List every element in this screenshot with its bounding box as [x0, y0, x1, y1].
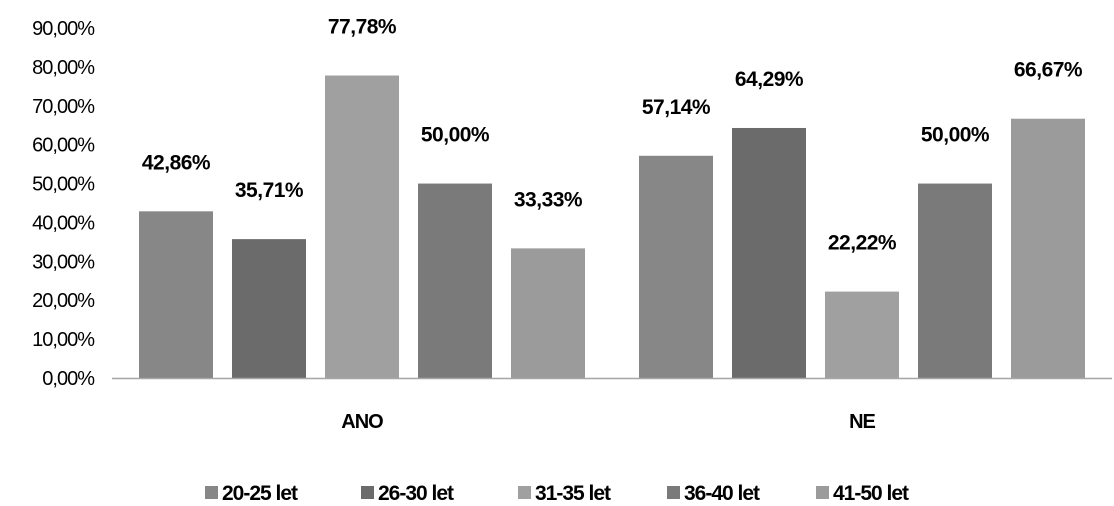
legend-label: 20-25 let: [222, 482, 298, 505]
data-label: 64,29%: [735, 68, 804, 91]
data-label: 66,67%: [1014, 59, 1083, 82]
legend-swatch: [816, 486, 829, 499]
bar: [639, 155, 713, 378]
y-tick-label: 60,00%: [32, 135, 95, 157]
data-label: 57,14%: [642, 96, 711, 119]
legend: 20-25 let 26-30 let 31-35 let 36-40 let 41-5…: [205, 482, 910, 505]
y-tick-label: 70,00%: [32, 96, 95, 118]
legend-swatch: [205, 486, 218, 499]
legend-swatch: [667, 486, 680, 499]
data-label: 33,33%: [514, 188, 583, 211]
legend-item: 41-50 let: [816, 482, 910, 505]
data-labels: 42,86% 35,71% 77,78% 50,00% 33,33% 57,14% 64,2…: [142, 16, 1084, 255]
legend-item: 20-25 let: [205, 482, 299, 505]
legend-swatch: [518, 486, 531, 499]
bar: [232, 239, 306, 378]
data-label: 50,00%: [921, 124, 990, 147]
data-label: 22,22%: [828, 232, 897, 255]
bar: [139, 211, 213, 378]
bar: [418, 183, 492, 378]
legend-swatch: [361, 486, 374, 499]
data-label: 77,78%: [328, 16, 397, 39]
category-label: ANO: [341, 411, 383, 433]
data-label: 35,71%: [235, 179, 304, 202]
bars: [139, 75, 1085, 379]
y-axis-ticks: 0,00% 10,00% 20,00% 30,00% 40,00% 50,00% 60,00…: [32, 18, 96, 390]
data-label: 42,86%: [142, 151, 211, 174]
legend-label: 36-40 let: [684, 482, 760, 505]
bar: [918, 183, 992, 378]
bar: [325, 75, 399, 379]
y-tick-label: 80,00%: [32, 57, 95, 79]
y-tick-label: 20,00%: [32, 290, 95, 312]
legend-label: 41-50 let: [833, 482, 909, 505]
y-tick-label: 50,00%: [32, 174, 95, 196]
category-label: NE: [849, 411, 875, 433]
y-tick-label: 0,00%: [42, 368, 95, 390]
data-label: 50,00%: [421, 124, 490, 147]
bar: [732, 127, 806, 378]
category-labels: ANO NE: [341, 411, 876, 433]
legend-item: 36-40 let: [667, 482, 761, 505]
legend-item: 31-35 let: [518, 482, 612, 505]
legend-item: 26-30 let: [361, 482, 455, 505]
bar: [511, 248, 585, 378]
y-tick-label: 90,00%: [32, 18, 95, 40]
y-tick-label: 10,00%: [32, 329, 95, 351]
legend-label: 26-30 let: [378, 482, 454, 505]
bar: [1011, 118, 1085, 378]
y-tick-label: 40,00%: [32, 212, 95, 234]
y-tick-label: 30,00%: [32, 251, 95, 273]
legend-label: 31-35 let: [535, 482, 611, 505]
bar: [825, 291, 899, 378]
